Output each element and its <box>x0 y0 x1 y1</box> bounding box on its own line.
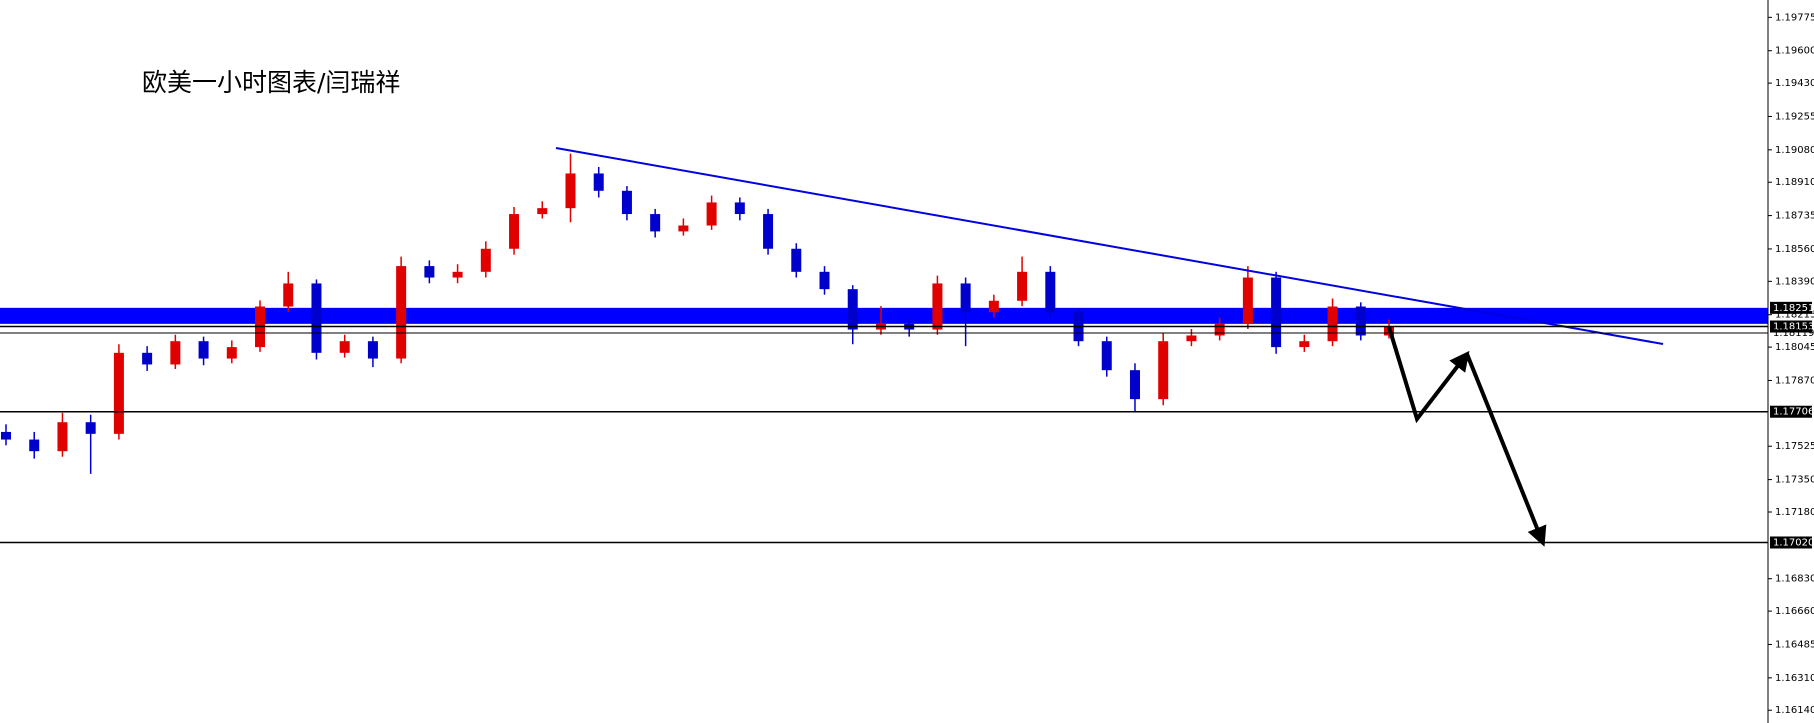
y-tick-label: 1.18910 <box>1775 177 1814 188</box>
level-label: 1.18153 <box>1773 322 1814 333</box>
candle-body <box>1242 277 1253 324</box>
level-label: 1.18119 <box>1773 328 1814 339</box>
candle-body <box>1327 306 1338 342</box>
projection-arrow <box>1387 326 1470 424</box>
candle-body <box>1 431 11 440</box>
level-label: 1.17020 <box>1773 537 1814 548</box>
candle-body <box>565 173 576 209</box>
candle-body <box>706 202 717 226</box>
plot <box>0 153 1768 474</box>
candle-body <box>791 248 802 272</box>
candle-body <box>311 283 322 353</box>
y-tick-label: 1.16140 <box>1775 705 1814 716</box>
y-tick-label: 1.18215 <box>1775 310 1814 321</box>
candle-body <box>509 214 520 249</box>
y-tick-label: 1.16485 <box>1775 639 1814 650</box>
y-tick-label: 1.19080 <box>1775 145 1814 156</box>
level-label-box <box>1770 301 1812 314</box>
candle-body <box>621 190 632 215</box>
candle-body <box>367 341 378 359</box>
candle-body <box>1299 341 1310 348</box>
candle-body <box>283 283 294 307</box>
candle-body <box>988 300 999 313</box>
y-tick-label: 1.18735 <box>1775 211 1814 222</box>
y-tick-label: 1.17525 <box>1775 441 1814 452</box>
y-tick-label: 1.19430 <box>1775 78 1814 89</box>
y-tick-label: 1.18560 <box>1775 244 1814 255</box>
candle-body <box>424 266 435 278</box>
candle-body <box>396 266 407 359</box>
chart-title: 欧美一小时图表/闫瑞祥 <box>142 68 400 97</box>
candle-body <box>1101 341 1112 371</box>
candle-body <box>1158 341 1169 400</box>
resistance-zone <box>0 307 1768 324</box>
candle-body <box>339 341 350 353</box>
candle-body <box>763 214 774 249</box>
y-tick-label: 1.17180 <box>1775 507 1814 518</box>
level-label: 1.17706 <box>1773 407 1814 418</box>
candle-body <box>1186 335 1197 342</box>
candle-body <box>847 289 858 330</box>
y-tick-label: 1.18045 <box>1775 342 1814 353</box>
candle-body <box>1045 271 1056 313</box>
candle-body <box>1355 306 1366 336</box>
candle-body <box>960 283 971 313</box>
candle-body <box>142 352 153 365</box>
candle-body <box>819 271 830 290</box>
candle-body <box>198 341 209 359</box>
candle-body <box>734 202 745 215</box>
y-tick-label: 1.17870 <box>1775 375 1814 386</box>
candle-body <box>85 422 96 434</box>
candle-body <box>932 283 943 330</box>
candle-body <box>170 341 181 365</box>
y-tick-label: 1.17350 <box>1775 475 1814 486</box>
y-tick-label: 1.16660 <box>1775 606 1814 617</box>
trend-line <box>555 147 1664 345</box>
candle-body <box>650 214 661 232</box>
candle-body <box>593 173 604 191</box>
level-label-box <box>1770 320 1812 333</box>
candle-body <box>1129 370 1140 400</box>
level-label-box <box>1770 536 1812 549</box>
candle-body <box>480 248 491 272</box>
candle-body <box>1214 323 1225 336</box>
candle-body <box>537 208 548 215</box>
candle-body <box>452 271 463 278</box>
y-tick-label: 1.19600 <box>1775 46 1814 57</box>
y-tick-label: 1.16310 <box>1775 673 1814 684</box>
level-label: 1.18251 <box>1773 303 1814 314</box>
candle-body <box>1017 271 1028 301</box>
y-tick-label: 1.18390 <box>1775 276 1814 287</box>
candle-body <box>678 225 689 232</box>
y-tick-label: 1.19775 <box>1775 12 1814 23</box>
candle-body <box>226 347 237 359</box>
y-tick-label: 1.19255 <box>1775 111 1814 122</box>
candle-body <box>29 439 40 452</box>
candle-body <box>1271 277 1282 348</box>
candle-body <box>113 352 124 434</box>
projection-arrow <box>1465 353 1547 547</box>
y-tick-label: 1.16830 <box>1775 574 1814 585</box>
candle-body <box>57 422 68 452</box>
level-label-box <box>1770 405 1812 418</box>
